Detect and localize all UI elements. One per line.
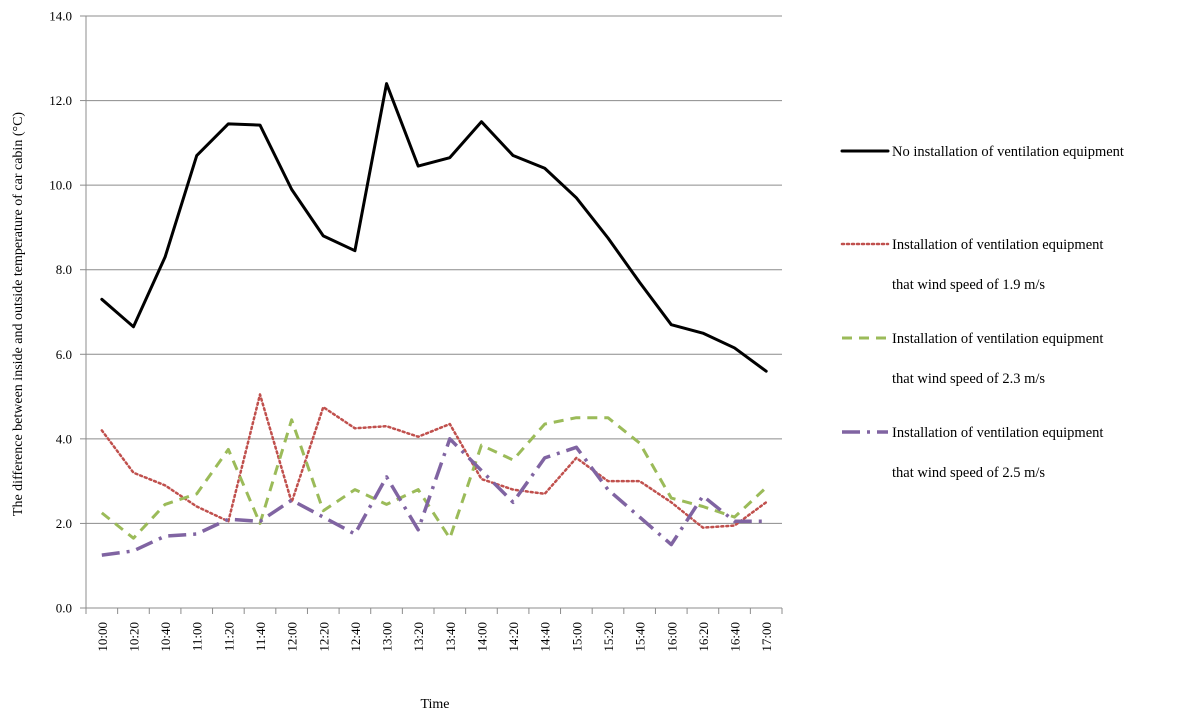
x-tick-label: 14:00	[474, 622, 489, 652]
y-tick-label: 14.0	[49, 9, 72, 24]
y-tick-label: 6.0	[56, 347, 72, 362]
series-line-1	[100, 393, 768, 529]
y-tick-label: 12.0	[49, 93, 72, 108]
y-tick-label: 2.0	[56, 516, 72, 531]
y-tick-label: 0.0	[56, 601, 72, 616]
x-tick-label: 15:20	[601, 622, 616, 652]
legend-label: that wind speed of 2.3 m/s	[892, 371, 1045, 387]
x-tick-labels: 10:00 10:20 10:40 11:00 11:20 11:40 12:00 12:20…	[95, 622, 774, 652]
x-tick-label: 12:20	[316, 622, 331, 652]
gridlines	[86, 15, 782, 609]
x-tick-label: 13:20	[411, 622, 426, 652]
axes	[80, 15, 783, 614]
x-tick-label: 16:40	[728, 622, 743, 652]
x-tick-label: 15:40	[633, 622, 648, 652]
legend-label: that wind speed of 2.5 m/s	[892, 465, 1045, 481]
series-lines	[100, 82, 768, 557]
y-tick-label: 4.0	[56, 431, 72, 446]
y-tick-label: 8.0	[56, 262, 72, 277]
x-tick-label: 14:20	[506, 622, 521, 652]
x-tick-label: 12:40	[348, 622, 363, 652]
series-line-2	[100, 416, 768, 540]
x-tick-label: 10:00	[95, 622, 110, 652]
x-tick-label: 16:20	[696, 622, 711, 652]
legend-label: that wind speed of 1.9 m/s	[892, 277, 1045, 293]
series-line-3	[101, 437, 767, 557]
series-line-0	[100, 82, 768, 373]
x-tick-label: 11:20	[221, 622, 236, 651]
x-tick-label: 12:00	[285, 622, 300, 652]
y-axis-title: The difference between inside and outsid…	[11, 112, 26, 516]
x-tick-label: 16:00	[664, 622, 679, 652]
legend-label: Installation of ventilation equipment	[892, 425, 1103, 441]
x-tick-label: 15:00	[569, 622, 584, 652]
y-tick-label: 10.0	[49, 178, 72, 193]
legend-label: No installation of ventilation equipment	[892, 144, 1124, 160]
y-tick-labels: 0.0 2.0 4.0 6.0 8.0 10.0 12.0 14.0	[49, 9, 72, 616]
x-tick-label: 11:00	[190, 622, 205, 651]
x-axis-title: Time	[420, 697, 449, 712]
legend-label: Installation of ventilation equipment	[892, 237, 1103, 253]
x-tick-label: 13:00	[380, 622, 395, 652]
x-tick-label: 10:20	[126, 622, 141, 652]
x-tick-label: 17:00	[759, 622, 774, 652]
legend: No installation of ventilation equipment…	[840, 144, 1124, 481]
x-tick-label: 13:40	[443, 622, 458, 652]
x-tick-label: 11:40	[253, 622, 268, 651]
legend-label: Installation of ventilation equipment	[892, 331, 1103, 347]
x-tick-label: 14:40	[538, 622, 553, 652]
x-tick-label: 10:40	[158, 622, 173, 652]
